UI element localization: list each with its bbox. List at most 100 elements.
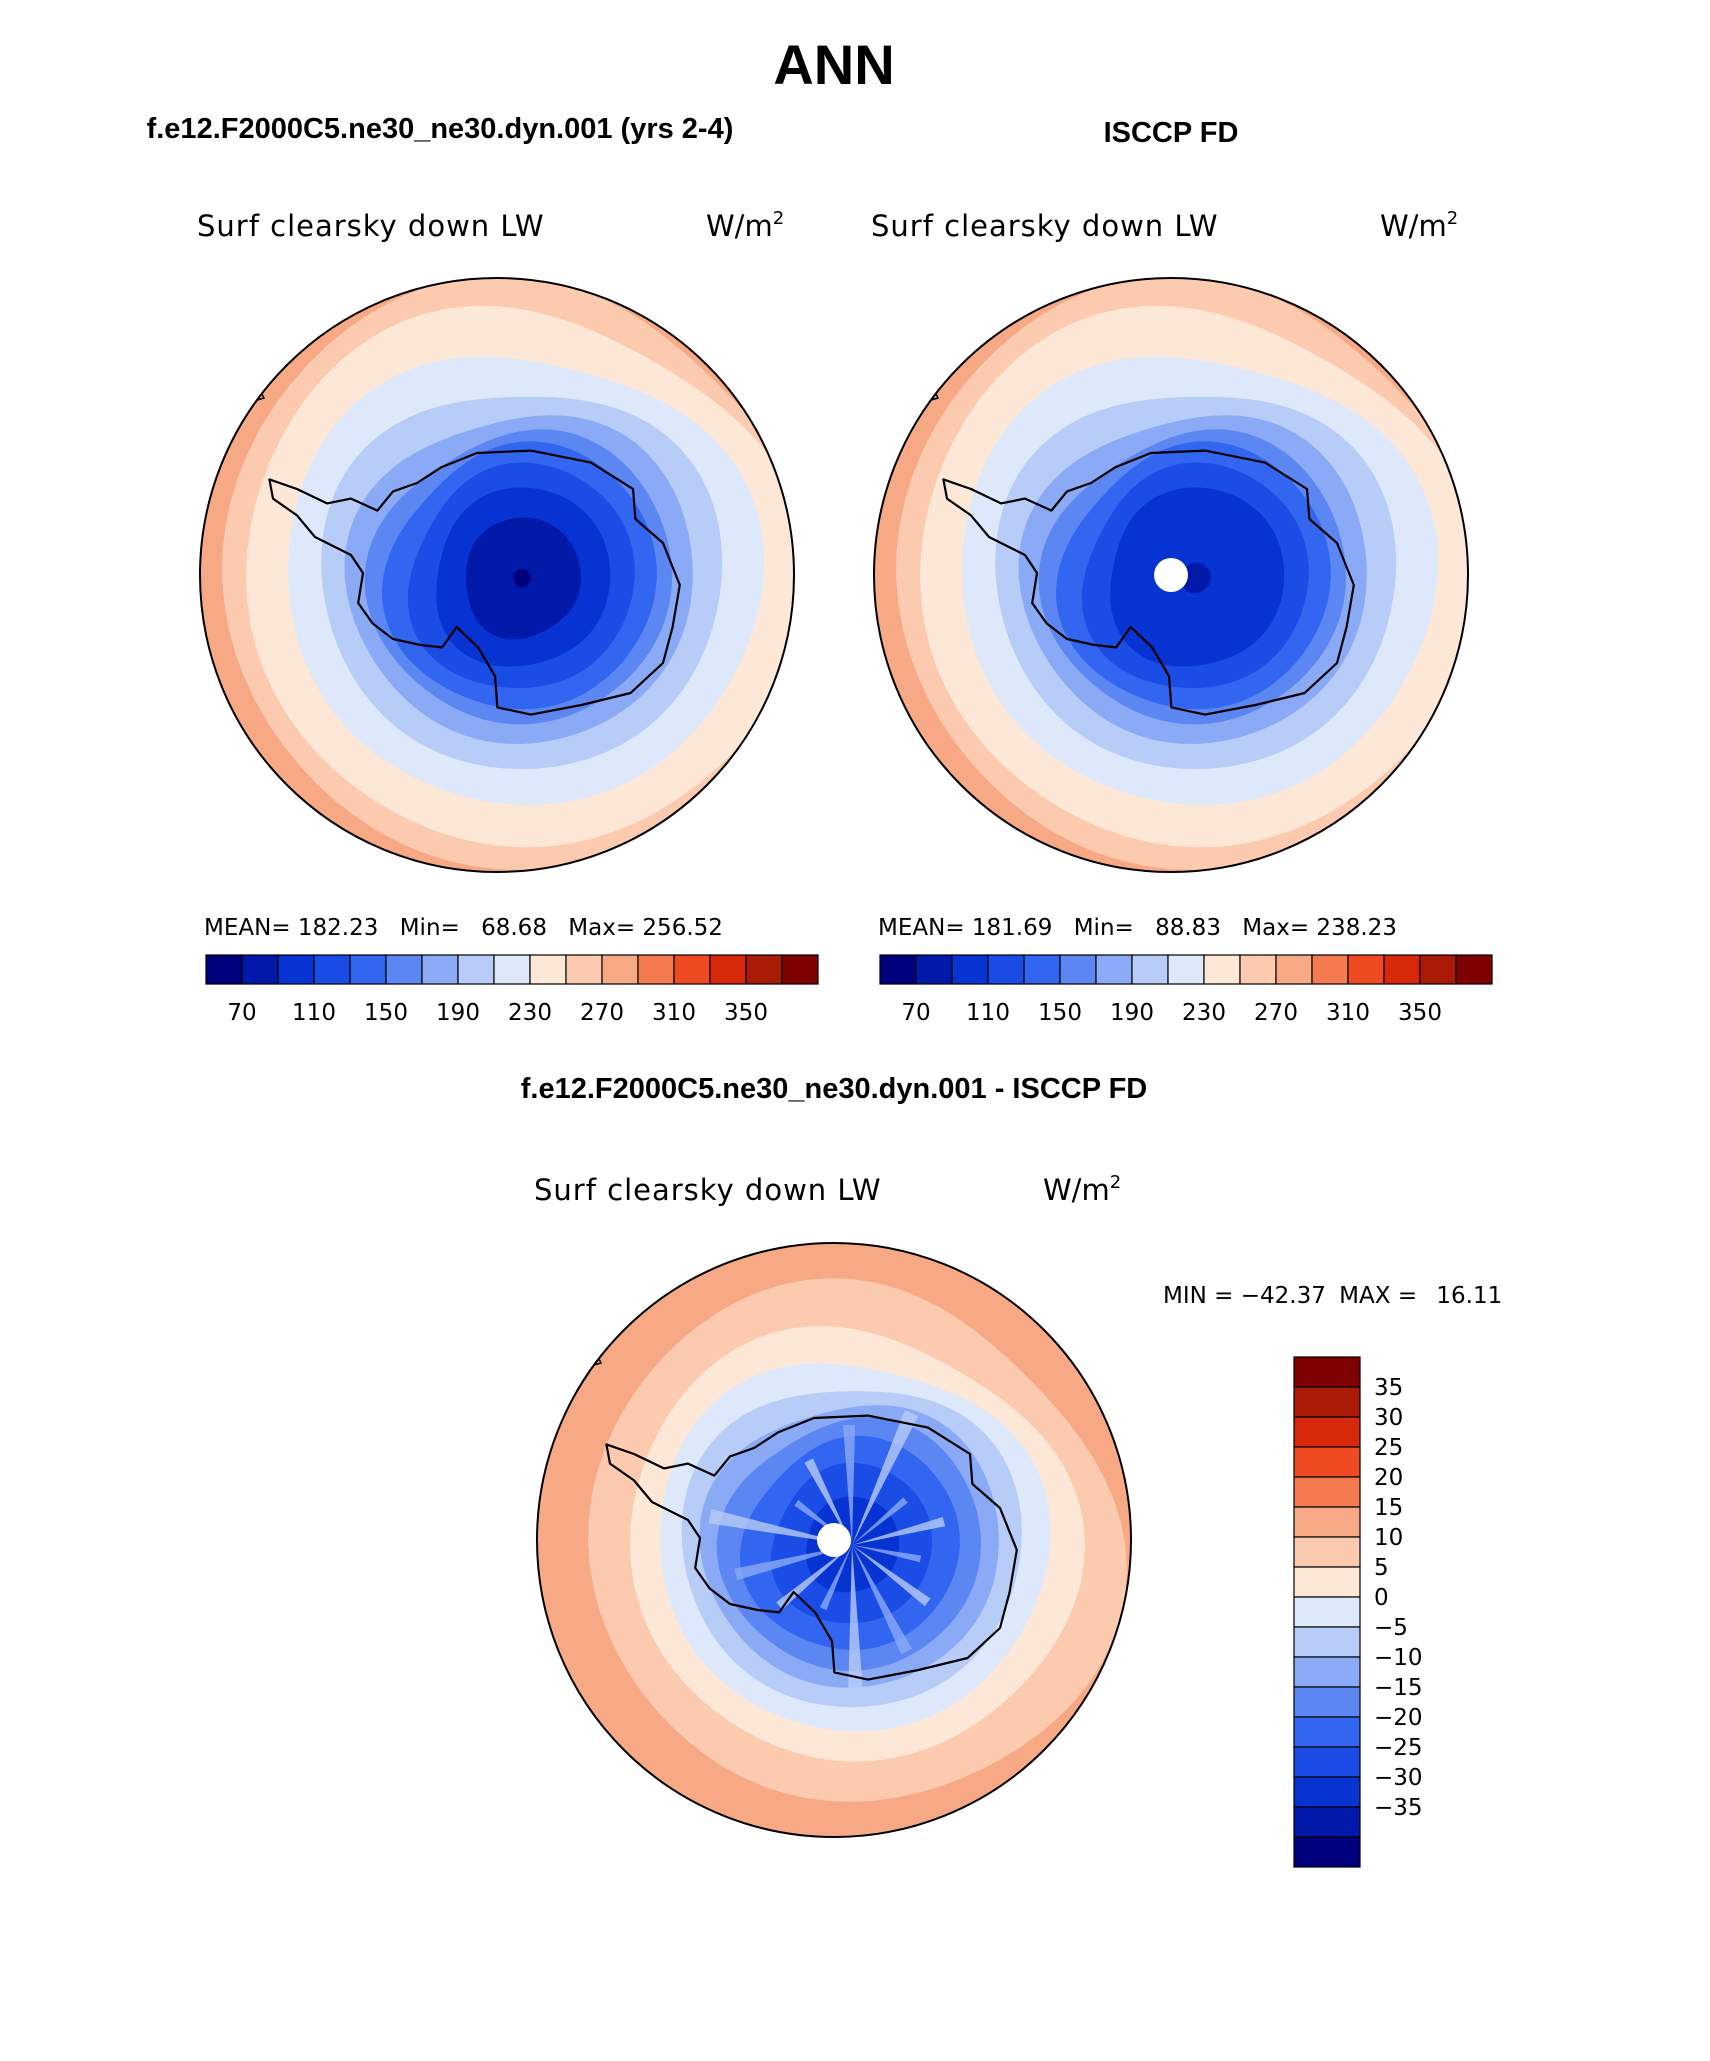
colorbar-box: [1347, 954, 1385, 985]
colorbar-tick-label: 70: [901, 1000, 930, 1026]
colorbar-box: [349, 954, 387, 985]
streak: [852, 1410, 919, 1545]
panel3-field-label: Surf clearsky down LW: [534, 1173, 882, 1207]
colorbar-tick-label: 35: [1374, 1375, 1403, 1401]
colorbar-tick-label: −20: [1374, 1705, 1423, 1731]
colorbar-box: [1023, 954, 1061, 985]
map-boundary: [536, 1242, 1132, 1838]
colorbar-box: [1293, 1716, 1361, 1748]
colorbar-box: [1095, 954, 1133, 985]
panel2-map: [873, 277, 1469, 873]
panel1-case-title: f.e12.F2000C5.ne30_ne30.dyn.001 (yrs 2-4…: [147, 113, 734, 145]
colorbar-box: [1419, 954, 1457, 985]
streak: [852, 1545, 931, 1607]
missing-data-pole: [1154, 558, 1188, 592]
colorbar-box: [1293, 1626, 1361, 1658]
colorbar-box: [1239, 954, 1277, 985]
streak: [852, 1545, 912, 1655]
coastline-antarctica: [268, 449, 681, 716]
panel3-map: [536, 1242, 1132, 1838]
colorbar-tick-label: 5: [1374, 1555, 1389, 1581]
colorbar-tick-label: 230: [1182, 1000, 1226, 1026]
panel3-colorbar: 35 30 25 20 15 10 5 0 −5 −10 −15 −20 −25 −30 −35: [1293, 1356, 1423, 1868]
colorbar-tick-label: 15: [1374, 1495, 1403, 1521]
colorbar-box: [1293, 1656, 1361, 1688]
colorbar-box: [1293, 1356, 1361, 1388]
colorbar-box: [1293, 1566, 1361, 1598]
colorbar-box: [1293, 1596, 1361, 1628]
panel2-colorbar: 70 110 150 190 230 270 310 350: [879, 954, 1493, 1026]
colorbar-box: [241, 954, 279, 985]
colorbar-tick-label: 0: [1374, 1585, 1389, 1611]
colorbar-box: [1203, 954, 1241, 985]
colorbar-box: [529, 954, 567, 985]
colorbar-box: [1293, 1836, 1361, 1868]
colorbar-box: [565, 954, 603, 985]
streak: [734, 1545, 852, 1581]
streak: [804, 1458, 852, 1545]
colorbar-box: [1293, 1386, 1361, 1418]
streak: [852, 1517, 946, 1545]
fill-level-11: [513, 568, 531, 588]
colorbar-box: [385, 954, 423, 985]
colorbar-box: [1131, 954, 1169, 985]
colorbar-tick-label: 30: [1374, 1405, 1403, 1431]
colorbar-tick-label: −35: [1374, 1795, 1423, 1821]
colorbar-tick-label: 190: [436, 1000, 480, 1026]
streak: [848, 1545, 863, 1690]
colorbar-tick-label: 150: [1038, 1000, 1082, 1026]
panel2-case-title: ISCCP FD: [1104, 117, 1239, 149]
map-fill-layers: [874, 278, 1468, 872]
colorbar-box: [1275, 954, 1313, 985]
panel2-units: W/m2: [1380, 208, 1458, 243]
colorbar-box: [1167, 954, 1205, 985]
colorbar-box: [1455, 954, 1493, 985]
colorbar-box: [637, 954, 675, 985]
colorbar-tick-label: 350: [724, 1000, 768, 1026]
colorbar-box: [1293, 1536, 1361, 1568]
panel3-stats: MIN = −42.37 MAX = 16.11: [1163, 1283, 1502, 1309]
coastline-antarctica: [942, 449, 1355, 716]
colorbar-box: [1293, 1746, 1361, 1778]
colorbar-tick-label: 310: [652, 1000, 696, 1026]
colorbar-tick-label: −30: [1374, 1765, 1423, 1791]
panel1-map: [199, 277, 795, 873]
figure-title: ANN: [773, 33, 894, 96]
colorbar-tick-label: 110: [292, 1000, 336, 1026]
panel1-units: W/m2: [706, 208, 784, 243]
map-boundary: [873, 277, 1469, 873]
map-fill-layers: [200, 278, 794, 872]
colorbar-tick-label: −25: [1374, 1735, 1423, 1761]
panel2-stats: MEAN= 181.69 Min= 88.83 Max= 238.23: [878, 915, 1397, 941]
colorbar-box: [709, 954, 747, 985]
colorbar-tick-label: 270: [1254, 1000, 1298, 1026]
colorbar-tick-label: 110: [966, 1000, 1010, 1026]
colorbar-box: [1293, 1476, 1361, 1508]
colorbar-box: [673, 954, 711, 985]
missing-data-pole: [817, 1523, 851, 1557]
colorbar-tick-label: 20: [1374, 1465, 1403, 1491]
colorbar-box: [1293, 1506, 1361, 1538]
colorbar-box: [745, 954, 783, 985]
panel1-stats: MEAN= 182.23 Min= 68.68 Max= 256.52: [204, 915, 723, 941]
colorbar-box: [951, 954, 989, 985]
streak: [708, 1509, 852, 1545]
colorbar-box: [1311, 954, 1349, 985]
colorbar-box: [601, 954, 639, 985]
colorbar-box: [1293, 1806, 1361, 1838]
colorbar-tick-label: −10: [1374, 1645, 1423, 1671]
colorbar-box: [313, 954, 351, 985]
colorbar-box: [1293, 1686, 1361, 1718]
colorbar-tick-label: 10: [1374, 1525, 1403, 1551]
colorbar-tick-label: 310: [1326, 1000, 1370, 1026]
colorbar-tick-label: 230: [508, 1000, 552, 1026]
colorbar-tick-label: 25: [1374, 1435, 1403, 1461]
map-boundary: [199, 277, 795, 873]
panel3-units: W/m2: [1043, 1172, 1121, 1207]
colorbar-tick-label: 270: [580, 1000, 624, 1026]
colorbar-box: [1293, 1416, 1361, 1448]
colorbar-box: [1059, 954, 1097, 985]
colorbar-tick-label: 70: [227, 1000, 256, 1026]
colorbar-box: [421, 954, 459, 985]
